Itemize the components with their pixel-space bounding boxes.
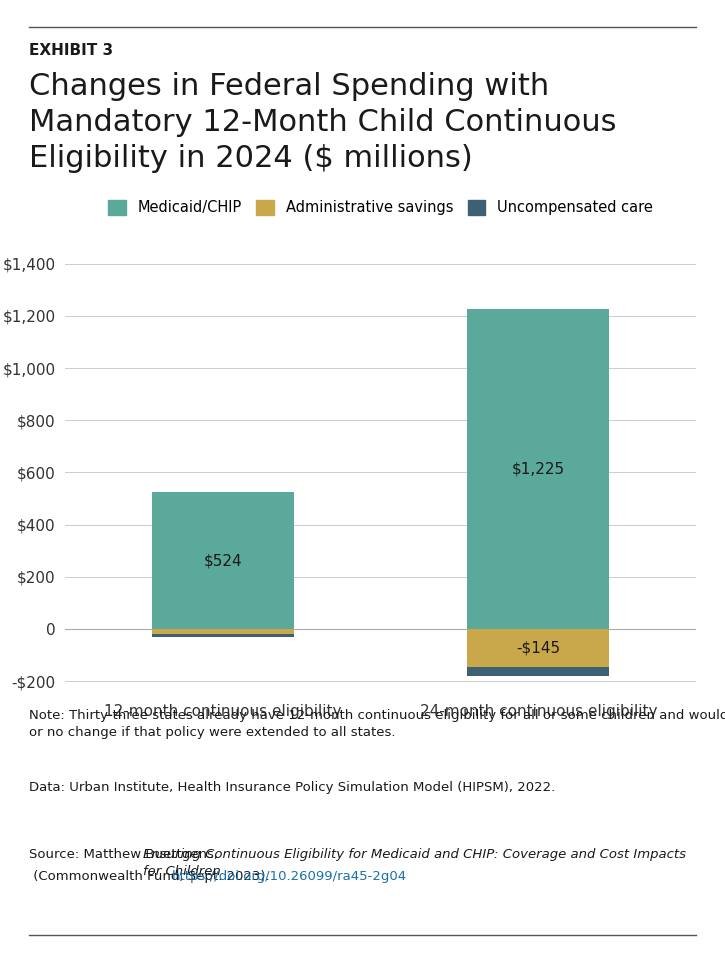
- Bar: [152, 629, 294, 634]
- Bar: [152, 493, 294, 629]
- Text: $1,225: $1,225: [512, 462, 565, 476]
- Bar: [468, 629, 609, 667]
- Text: Source: Matthew Buettgens,: Source: Matthew Buettgens,: [29, 848, 223, 861]
- Text: $524: $524: [204, 553, 242, 568]
- Text: Changes in Federal Spending with
Mandatory 12-Month Child Continuous
Eligibility: Changes in Federal Spending with Mandato…: [29, 72, 616, 174]
- Bar: [468, 667, 609, 676]
- Text: EXHIBIT 3: EXHIBIT 3: [29, 43, 113, 59]
- Bar: [152, 634, 294, 636]
- Legend: Medicaid/CHIP, Administrative savings, Uncompensated care: Medicaid/CHIP, Administrative savings, U…: [103, 194, 658, 221]
- Text: -$145: -$145: [516, 640, 560, 656]
- Text: Data: Urban Institute, Health Insurance Policy Simulation Model (HIPSM), 2022.: Data: Urban Institute, Health Insurance …: [29, 781, 555, 793]
- Text: (Commonwealth Fund, Sept. 2023).: (Commonwealth Fund, Sept. 2023).: [29, 870, 274, 882]
- Bar: [468, 309, 609, 629]
- Text: Note: Thirty-three states already have 12-month continuous eligibility for all o: Note: Thirty-three states already have 1…: [29, 709, 725, 738]
- Text: Ensuring Continuous Eligibility for Medicaid and CHIP: Coverage and Cost Impacts: Ensuring Continuous Eligibility for Medi…: [143, 848, 686, 878]
- Text: https://doi.org/10.26099/ra45-2g04: https://doi.org/10.26099/ra45-2g04: [172, 870, 407, 882]
